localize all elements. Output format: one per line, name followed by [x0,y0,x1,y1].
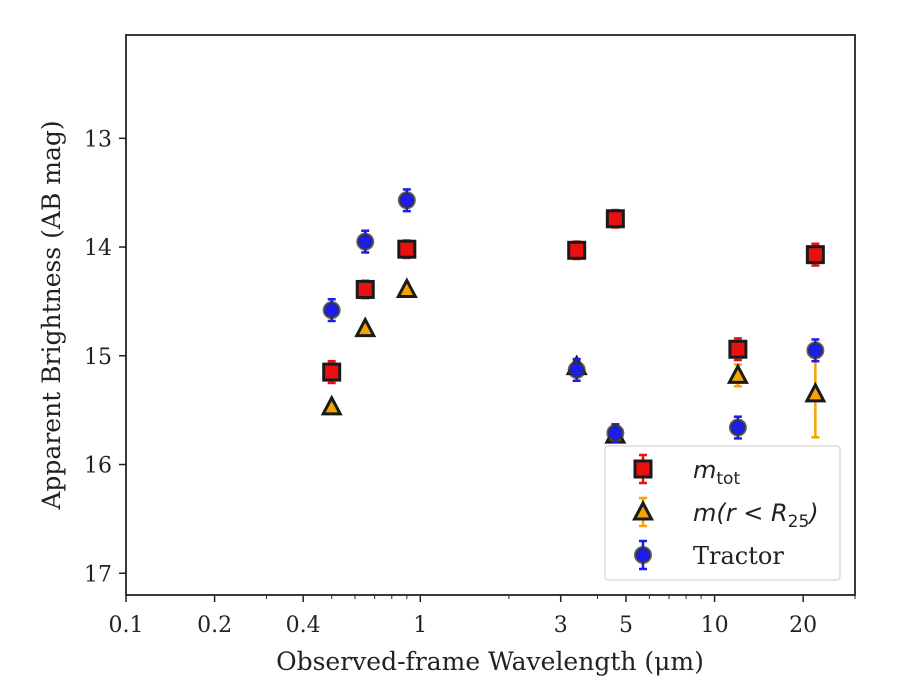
data-point-circle [356,232,375,251]
data-point-triangle [320,394,343,416]
data-point-square [567,240,587,260]
x-tick-label: 20 [789,613,817,638]
data-point-triangle [726,363,749,384]
x-tick-label: 0.2 [197,613,232,638]
y-axis-label: Apparent Brightness (AB mag) [37,120,66,510]
series-triangle [320,277,827,444]
legend-marker-square [633,459,653,479]
data-point-circle [806,341,825,360]
x-tick-label: 10 [701,613,729,638]
legend-label: mtot [693,456,740,489]
series-circle [322,188,825,443]
legend: mtot m(r < R25) Tractor [604,445,841,581]
x-tick-label: 1 [413,613,427,638]
y-tick-label: 17 [84,562,112,587]
x-tick-label: 0.1 [109,613,144,638]
data-point-square [805,245,825,265]
y-axis-ticks: 13 14 15 16 17 [84,127,126,587]
legend-marker-triangle [632,499,654,521]
legend-label: Tractor [693,542,784,570]
data-point-circle [397,191,416,210]
data-point-square [605,209,625,229]
data-point-square [728,339,748,359]
data-point-circle [567,360,586,379]
x-tick-label: 0.4 [286,613,321,638]
data-point-square [322,362,342,382]
data-point-triangle [354,316,377,338]
data-point-square [397,239,417,259]
data-point-triangle [395,277,418,298]
data-point-square [355,279,375,299]
data-point-triangle [804,381,827,403]
data-marks [320,188,827,444]
x-tick-label: 3 [554,613,568,638]
x-tick-label: 5 [619,613,633,638]
y-tick-label: 13 [84,127,112,152]
x-axis-label: Observed-frame Wavelength (μm) [276,647,704,676]
legend-label: m(r < R25) [693,499,819,532]
y-tick-label: 16 [84,454,112,479]
series-square [322,208,825,385]
plot-frame [125,34,856,596]
data-point-circle [606,423,625,442]
y-tick-label: 15 [84,345,112,370]
data-point-circle [728,418,747,437]
legend-marker-circle [634,546,652,564]
y-tick-label: 14 [84,236,112,261]
data-point-circle [322,301,341,320]
legend-box [604,445,841,581]
x-axis-ticks: 0.1 0.2 0.4 1 3 5 10 20 [109,595,856,638]
